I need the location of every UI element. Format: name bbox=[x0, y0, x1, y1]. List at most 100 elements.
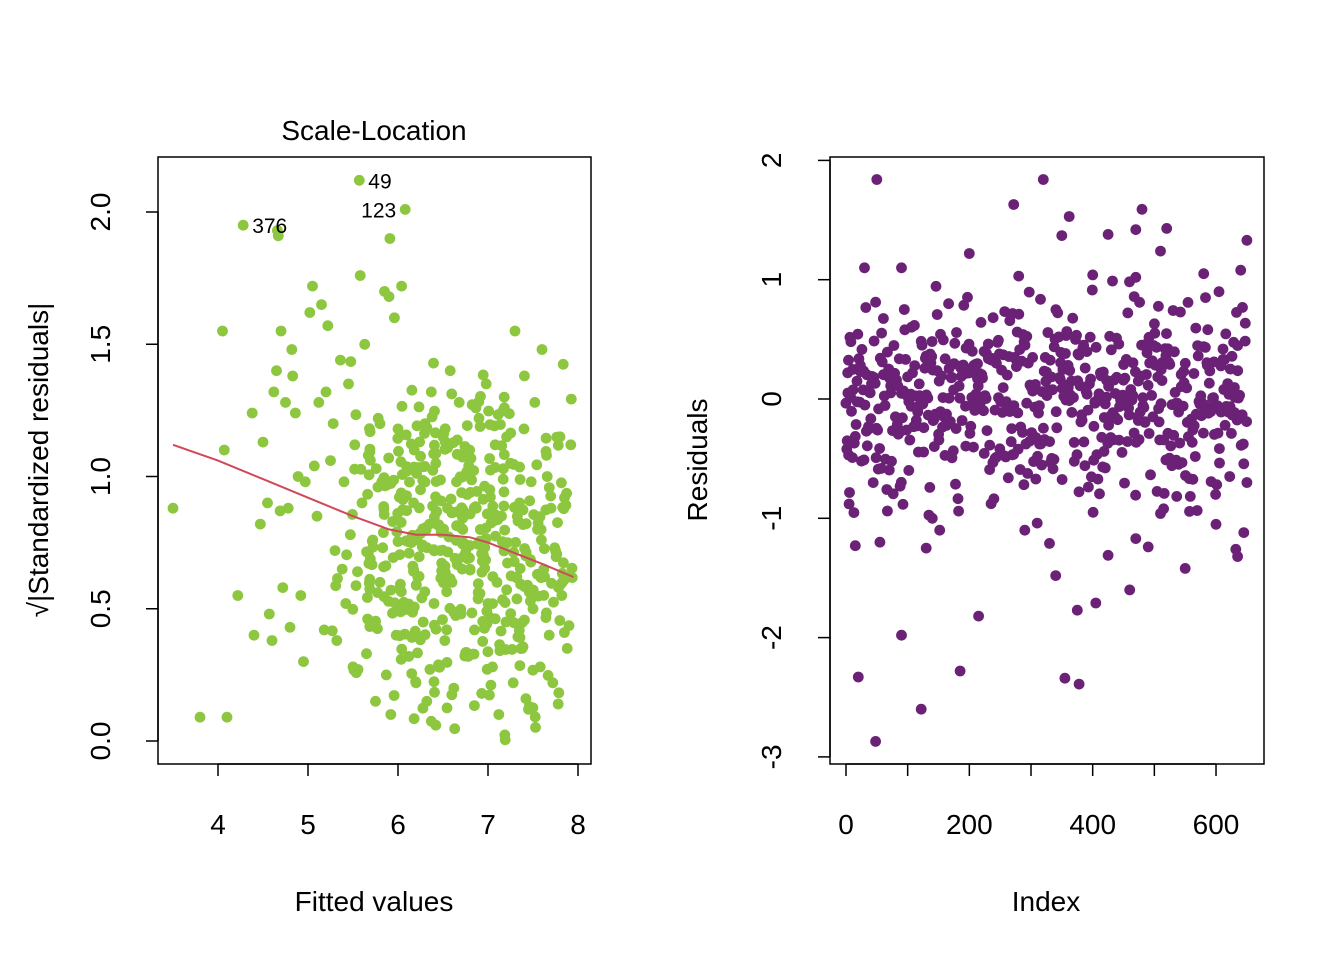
data-point bbox=[498, 391, 510, 403]
data-point bbox=[442, 502, 453, 514]
data-point bbox=[383, 291, 395, 302]
data-point bbox=[1210, 489, 1221, 500]
data-point bbox=[1105, 344, 1117, 356]
data-point bbox=[307, 280, 318, 292]
data-point bbox=[975, 317, 987, 328]
smooth-line bbox=[172, 443, 574, 578]
data-point bbox=[505, 457, 516, 469]
data-point bbox=[981, 425, 993, 436]
data-point bbox=[475, 391, 486, 402]
data-point bbox=[429, 439, 440, 451]
data-point bbox=[968, 441, 979, 453]
data-point bbox=[1081, 388, 1093, 400]
data-point bbox=[502, 537, 514, 548]
data-point bbox=[897, 498, 909, 510]
data-point bbox=[1124, 584, 1136, 596]
data-point bbox=[421, 695, 433, 707]
x-tick-label: 5 bbox=[300, 809, 316, 840]
data-point bbox=[852, 671, 864, 683]
data-point bbox=[937, 334, 949, 346]
data-point bbox=[969, 405, 981, 416]
data-point bbox=[954, 665, 966, 677]
data-point bbox=[263, 608, 275, 620]
data-point bbox=[1061, 326, 1073, 337]
data-point bbox=[1141, 369, 1152, 380]
data-point bbox=[1001, 369, 1013, 381]
data-point bbox=[1178, 366, 1189, 377]
data-point bbox=[1021, 397, 1033, 409]
data-point bbox=[298, 656, 309, 667]
data-point bbox=[1103, 419, 1114, 431]
data-point bbox=[843, 354, 854, 366]
data-point bbox=[404, 476, 415, 488]
data-point bbox=[1119, 372, 1131, 384]
data-point bbox=[1226, 428, 1237, 439]
data-point bbox=[437, 562, 449, 573]
data-point bbox=[472, 578, 484, 590]
data-point bbox=[535, 572, 547, 584]
data-point bbox=[532, 590, 544, 602]
data-point bbox=[558, 503, 570, 515]
data-point bbox=[498, 449, 510, 460]
data-point bbox=[479, 562, 491, 574]
data-point bbox=[1113, 338, 1125, 350]
data-point bbox=[534, 511, 546, 523]
data-point bbox=[350, 580, 362, 591]
data-point bbox=[540, 432, 552, 444]
data-point bbox=[518, 423, 530, 435]
data-point bbox=[849, 540, 861, 552]
x-axis-label: Fitted values bbox=[295, 886, 454, 917]
data-point bbox=[274, 505, 286, 517]
data-point bbox=[499, 524, 511, 536]
data-point bbox=[497, 473, 509, 485]
data-point bbox=[934, 524, 946, 536]
data-point bbox=[1021, 331, 1033, 342]
data-point bbox=[1179, 563, 1191, 574]
data-point bbox=[508, 617, 520, 629]
data-point bbox=[461, 489, 473, 500]
data-point bbox=[543, 482, 555, 493]
data-point bbox=[972, 358, 983, 370]
data-point bbox=[445, 493, 457, 505]
data-point bbox=[353, 174, 365, 186]
data-point bbox=[519, 614, 530, 626]
data-point bbox=[286, 344, 298, 355]
data-point bbox=[1186, 436, 1198, 448]
data-point bbox=[398, 492, 409, 504]
data-point bbox=[529, 397, 541, 408]
data-point bbox=[852, 328, 864, 340]
data-point bbox=[457, 551, 469, 563]
y-tick-label: 2.0 bbox=[85, 193, 116, 232]
data-point bbox=[1071, 449, 1083, 461]
data-point bbox=[384, 233, 396, 244]
data-point bbox=[966, 345, 978, 357]
data-point bbox=[378, 527, 389, 538]
data-point bbox=[1155, 245, 1166, 257]
y-axis-label: Residuals bbox=[682, 399, 713, 522]
data-point bbox=[389, 312, 400, 324]
data-point bbox=[449, 723, 461, 735]
data-point bbox=[1164, 359, 1176, 370]
data-point bbox=[876, 356, 888, 368]
data-point bbox=[1241, 477, 1253, 488]
data-point bbox=[429, 619, 440, 631]
data-point bbox=[1136, 203, 1148, 215]
data-point bbox=[350, 409, 362, 421]
data-point bbox=[473, 412, 485, 424]
data-point bbox=[1101, 391, 1112, 403]
data-point bbox=[470, 502, 482, 514]
data-point bbox=[870, 452, 882, 464]
data-point bbox=[1030, 379, 1041, 390]
data-point bbox=[547, 677, 559, 689]
y-tick-label: 1.0 bbox=[85, 457, 116, 496]
data-point bbox=[457, 524, 469, 535]
data-point bbox=[553, 687, 565, 699]
data-point bbox=[1203, 377, 1215, 389]
data-point bbox=[558, 574, 570, 586]
data-point bbox=[1083, 481, 1094, 493]
data-point bbox=[1190, 322, 1202, 334]
data-point bbox=[1239, 317, 1251, 329]
data-point bbox=[1130, 224, 1142, 236]
data-point bbox=[496, 510, 507, 522]
data-point bbox=[1133, 434, 1145, 445]
